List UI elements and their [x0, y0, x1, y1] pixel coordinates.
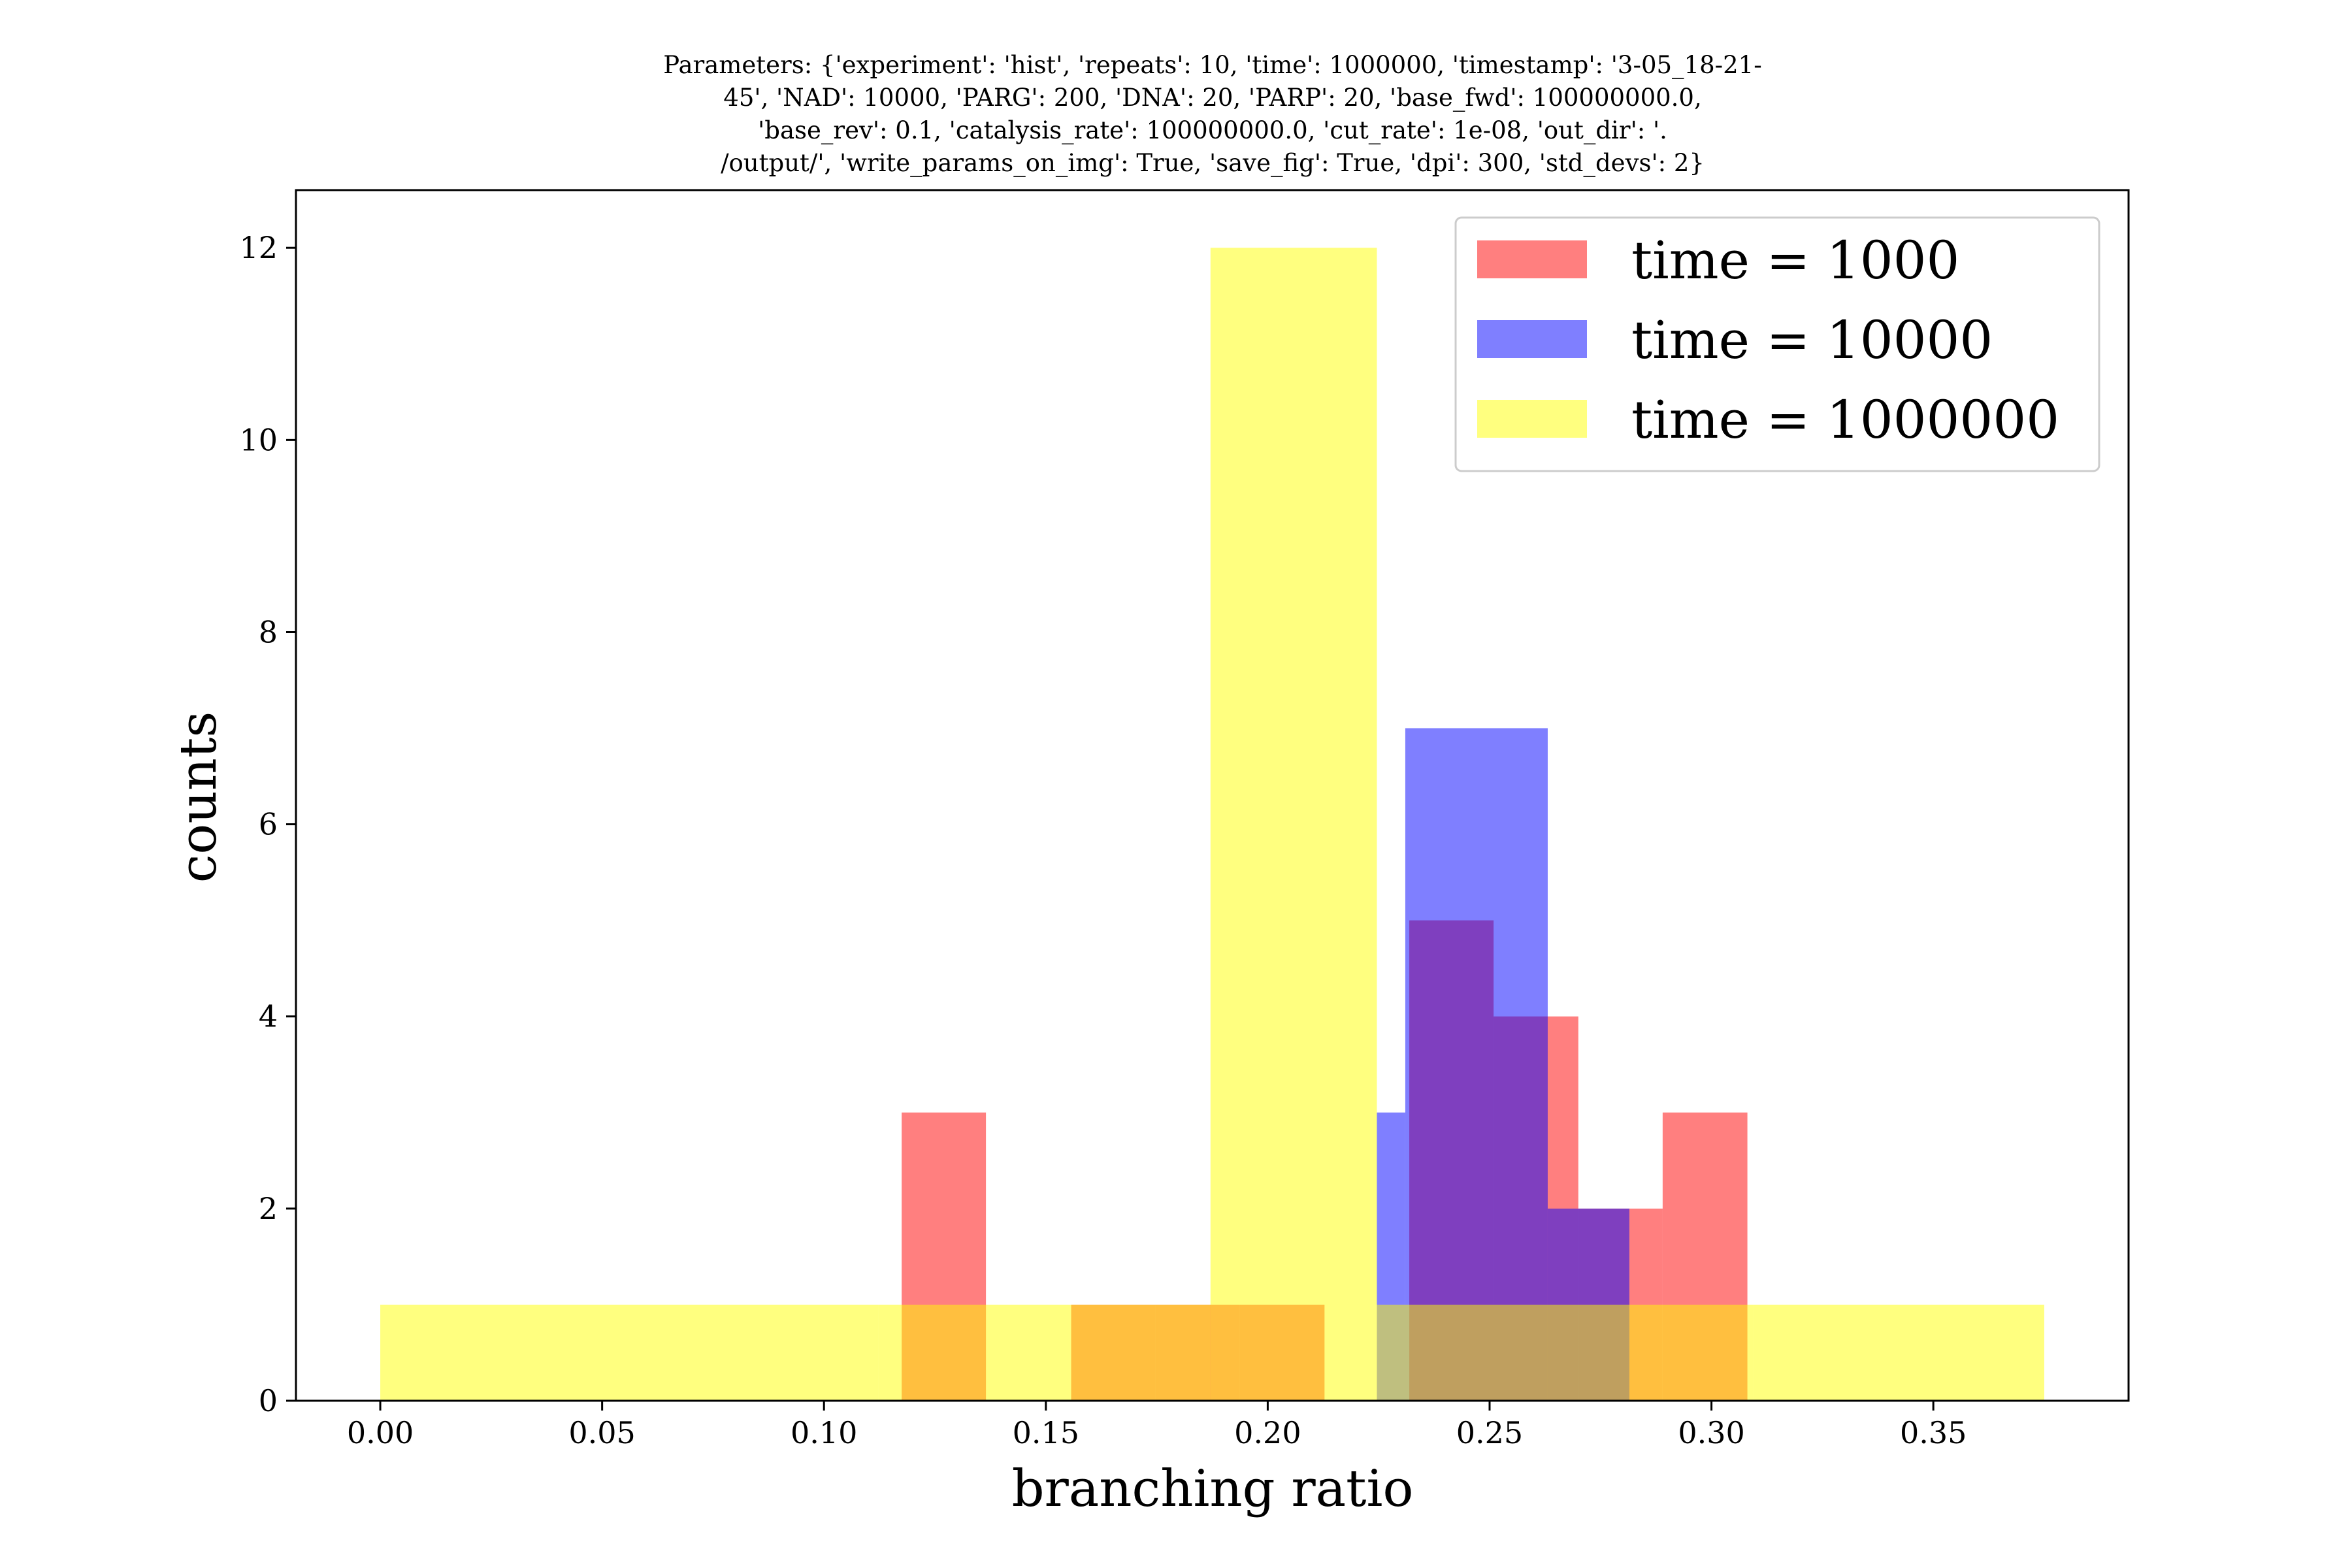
legend-box — [1454, 216, 2100, 472]
y-tick-label: 2 — [259, 1191, 278, 1226]
title-line-3: 'base_rev': 0.1, 'catalysis_rate': 10000… — [758, 116, 1667, 145]
y-tick-label: 6 — [259, 807, 278, 842]
y-tick-label: 4 — [259, 999, 278, 1034]
legend-swatch-time-1000 — [1477, 240, 1587, 278]
bar-series-2-bin-1 — [878, 1304, 1211, 1401]
histogram-bars — [380, 248, 2044, 1401]
x-tick-label: 0.20 — [1234, 1415, 1301, 1450]
bar-series-1-bin-1 — [1405, 728, 1548, 1401]
bar-series-2-bin-2 — [1210, 248, 1377, 1401]
bar-series-2-bin-4 — [1753, 1304, 2044, 1401]
series-2 — [380, 248, 2044, 1401]
legend-swatch-time-10000 — [1477, 320, 1587, 358]
y-axis-ticks: 0 2 4 6 8 10 12 — [239, 230, 296, 1418]
legend-label-time-1000000: time = 1000000 — [1631, 389, 2059, 450]
x-tick-label: 0.35 — [1900, 1415, 1967, 1450]
chart-title: Parameters: {'experiment': 'hist', 'repe… — [663, 51, 1761, 178]
x-axis-ticks: 0.00 0.05 0.10 0.15 0.20 0.25 0.30 0.35 — [347, 1401, 1967, 1450]
x-tick-label: 0.30 — [1678, 1415, 1744, 1450]
x-tick-label: 0.05 — [568, 1415, 635, 1450]
title-line-1: Parameters: {'experiment': 'hist', 'repe… — [663, 51, 1761, 80]
legend-label-time-10000: time = 10000 — [1631, 310, 1993, 370]
y-tick-label: 8 — [259, 614, 278, 649]
title-line-2: 45', 'NAD': 10000, 'PARG': 200, 'DNA': 2… — [723, 84, 1701, 112]
y-tick-label: 12 — [239, 230, 278, 265]
plot-frame — [295, 189, 2130, 1402]
bar-series-2-bin-3 — [1377, 1304, 1754, 1401]
bar-series-2-bin-0 — [380, 1304, 879, 1401]
x-tick-label: 0.00 — [347, 1415, 414, 1450]
legend: time = 1000 time = 10000 time = 1000000 — [1454, 216, 2100, 472]
x-tick-label: 0.25 — [1456, 1415, 1523, 1450]
legend-label-time-1000: time = 1000 — [1631, 230, 1959, 291]
series-1 — [1377, 728, 1629, 1401]
x-tick-label: 0.15 — [1013, 1415, 1079, 1450]
legend-swatch-time-1000000 — [1477, 400, 1587, 438]
x-axis-label: branching ratio — [1012, 1460, 1414, 1518]
y-tick-label: 0 — [259, 1383, 278, 1418]
x-tick-label: 0.10 — [791, 1415, 857, 1450]
y-tick-label: 10 — [239, 422, 278, 457]
title-line-4: /output/', 'write_params_on_img': True, … — [721, 149, 1705, 178]
y-axis-label: counts — [169, 711, 228, 883]
